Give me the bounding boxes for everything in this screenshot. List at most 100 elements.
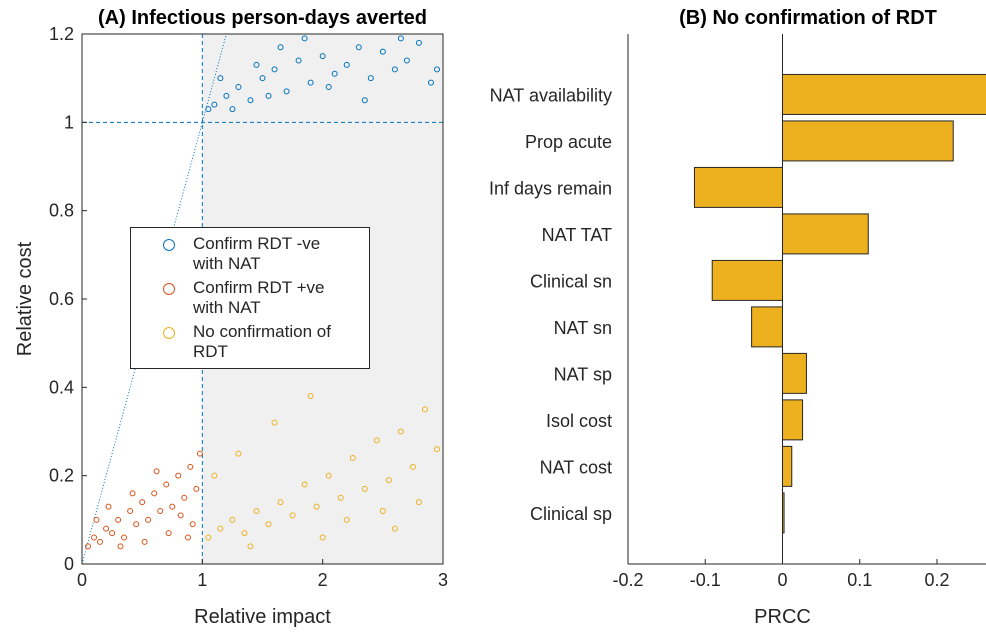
scatter-point <box>91 534 98 541</box>
scatter-point <box>433 446 440 453</box>
scatter-point <box>301 35 308 42</box>
scatter-point <box>277 44 284 51</box>
scatter-point <box>391 525 398 532</box>
scatter-point <box>241 530 248 537</box>
legend-label: Confirm RDT -ve with NAT <box>193 234 321 273</box>
scatter-point <box>127 508 134 514</box>
y-tick-label: Isol cost <box>546 411 612 431</box>
scatter-point <box>343 61 350 68</box>
scatter-point <box>295 57 302 64</box>
scatter-point <box>193 485 200 492</box>
scatter-point <box>337 494 344 501</box>
chart-title: (A) Infectious person-days averted <box>98 7 427 29</box>
scatter-point <box>259 75 266 82</box>
legend-item: Confirm RDT -ve with NAT <box>135 234 365 274</box>
scatter-point <box>217 75 224 82</box>
scatter-point <box>139 499 146 506</box>
scatter-point <box>217 525 224 532</box>
y-tick-label: 0.2 <box>49 466 74 486</box>
y-tick-label: 0 <box>64 554 74 574</box>
scatter-point <box>265 521 272 528</box>
scatter-point <box>109 530 116 537</box>
scatter-point <box>93 516 100 523</box>
scatter-point <box>373 437 380 444</box>
scatter-point <box>211 472 218 479</box>
y-tick-label: 0.8 <box>49 201 74 221</box>
scatter-point <box>165 530 172 537</box>
legend-item: No confirmation of RDT <box>135 322 365 362</box>
scatter-point <box>181 494 188 501</box>
scatter-point <box>391 66 398 73</box>
scatter-point <box>177 512 184 519</box>
scatter-point <box>361 485 368 492</box>
scatter-point <box>397 428 404 435</box>
y-tick-label: NAT TAT <box>542 225 612 245</box>
scatter-point <box>103 525 110 532</box>
scatter-point <box>403 57 410 64</box>
y-tick-label: 1.2 <box>49 24 74 44</box>
scatter-point <box>355 44 362 51</box>
scatter-point <box>205 534 212 541</box>
bar <box>782 352 807 394</box>
scatter-point <box>169 503 176 510</box>
scatter-point <box>343 516 350 523</box>
y-tick-label: Inf days remain <box>489 178 612 198</box>
y-tick-label: NAT cost <box>540 457 612 477</box>
scatter-point <box>129 490 136 497</box>
y-tick-label: Clinical sn <box>530 271 612 291</box>
y-tick-label: 0.6 <box>49 289 74 309</box>
legend-label: Confirm RDT +ve with NAT <box>193 278 325 317</box>
y-tick-label: 1 <box>64 112 74 132</box>
y-tick-label: NAT sp <box>554 364 612 384</box>
y-tick-label: NAT sn <box>554 318 612 338</box>
scatter-point <box>229 516 236 523</box>
scatter-point <box>433 66 440 73</box>
scatter-point <box>211 101 218 108</box>
y-tick-label: 0.4 <box>49 377 74 397</box>
bar <box>782 213 869 255</box>
scatter-point <box>145 516 152 523</box>
scatter-point <box>97 538 104 545</box>
scatter-point <box>415 499 422 506</box>
bar <box>782 73 986 115</box>
scatter-point <box>307 79 314 86</box>
x-axis-label: Relative impact <box>194 606 331 628</box>
scatter-point <box>277 499 284 506</box>
scatter-point <box>196 450 203 457</box>
scatter-point <box>141 538 148 545</box>
scatter-point <box>247 97 254 104</box>
x-tick-label: 3 <box>438 570 448 590</box>
scatter-point <box>397 35 404 42</box>
scatter-point <box>283 88 290 95</box>
y-tick-label: Clinical sp <box>530 504 612 524</box>
scatter-point <box>409 463 416 470</box>
scatter-point <box>319 534 326 541</box>
scatter-point <box>151 490 158 497</box>
bar <box>782 399 804 441</box>
scatter-point <box>115 516 122 523</box>
scatter-point <box>189 521 196 528</box>
y-tick-label: NAT availability <box>490 85 612 105</box>
x-tick-label: 1 <box>197 570 207 590</box>
x-tick-label: 0 <box>777 570 787 590</box>
legend: Confirm RDT -ve with NAT Confirm RDT +ve … <box>130 227 370 369</box>
scatter-point <box>307 393 314 400</box>
scatter-point <box>415 39 422 46</box>
scatter-point <box>265 92 272 99</box>
scatter-point <box>289 512 296 519</box>
bars <box>693 73 986 534</box>
scatter-point <box>163 481 170 488</box>
scatter-point <box>253 61 260 68</box>
scatter-point <box>385 477 392 484</box>
y-axis-label: Relative cost <box>14 241 36 356</box>
legend-label: No confirmation of RDT <box>193 322 331 361</box>
legend-marker <box>163 327 175 339</box>
x-tick-label: -0.1 <box>690 570 721 590</box>
bar <box>782 120 954 162</box>
x-axis-label: PRCC <box>754 606 811 628</box>
bar <box>782 445 793 487</box>
scatter-point <box>153 468 160 475</box>
scatter-point <box>379 508 386 514</box>
scatter-point <box>379 48 386 55</box>
scatter-point <box>117 543 124 550</box>
